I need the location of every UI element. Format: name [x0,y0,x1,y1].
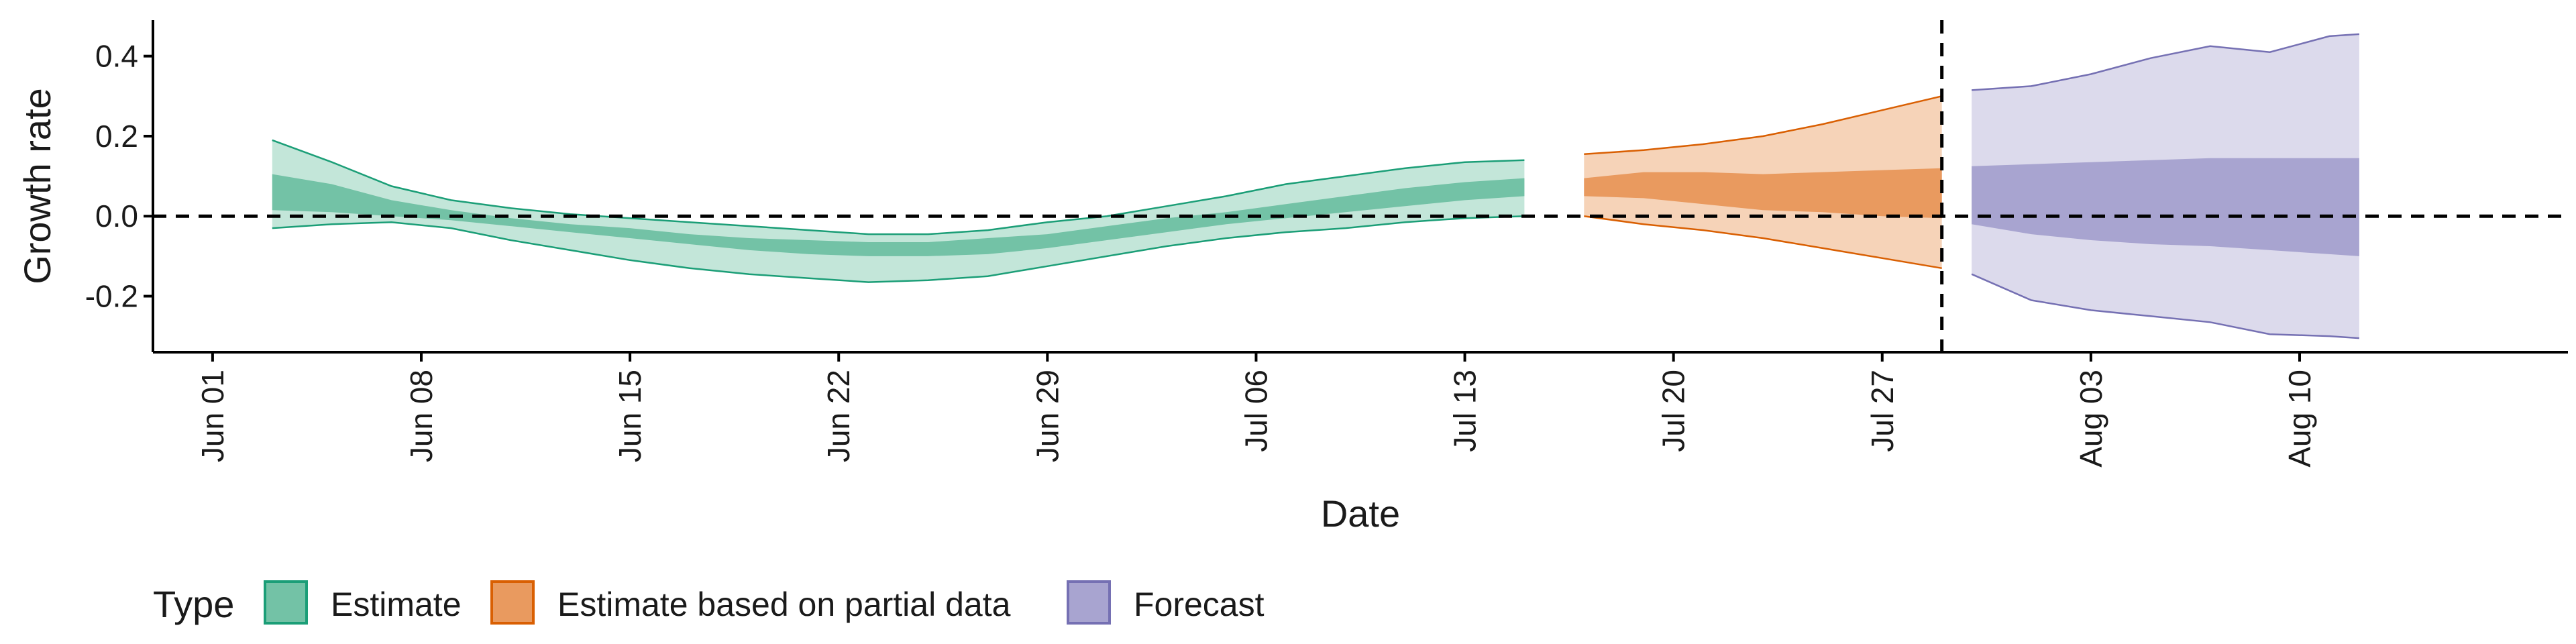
y-tick-label: 0.2 [95,119,138,154]
x-tick-label: Jun 01 [195,370,230,462]
y-tick-label: 0.0 [95,199,138,233]
x-tick-label: Jul 06 [1238,370,1273,452]
band-upper-edge-estimate-based-on-partial-data [1584,95,1942,156]
band-lower-edge-estimate [272,215,1525,283]
band-90-estimate [272,140,1525,282]
legend-label-estimate: Estimate [331,586,462,623]
reference-lines [153,20,2568,352]
y-tick-label: 0.4 [95,39,138,74]
series-forecast [1971,33,2359,339]
legend-label-forecast: Forecast [1134,586,1265,623]
series-estimate [272,139,1525,283]
legend-key-estimate-based-on-partial-data [490,580,535,625]
x-tick-label: Aug 10 [2282,370,2317,468]
band-50-forecast [1972,158,2359,256]
legend-title: Type [153,583,234,625]
band-lower-edge-estimate-based-on-partial-data [1584,215,1942,270]
legend-key-forecast [1067,580,1111,625]
x-tick-label: Aug 03 [2074,370,2108,468]
legend-key-estimate [264,580,308,625]
series-estimate-based-on-partial-data [1584,95,1942,270]
axes: -0.2 0.0 0.2 0.4 Jun 01 Jun 08 Jun 15 Jun 22 Jun… [85,20,2568,468]
x-tick-label: Jun 08 [404,370,439,462]
x-tick-label: Jun 15 [612,370,647,462]
series-bands [272,33,2359,339]
x-tick-label: Jul 27 [1865,370,1900,452]
x-axis-title: Date [1321,492,1400,535]
legend-label-estimate-based-on-partial-data: Estimate based on partial data [557,586,1011,623]
x-tick-label: Jul 20 [1656,370,1691,452]
band-50-estimate-based-on-partial-data [1584,168,1942,219]
x-tick-label: Jun 29 [1030,370,1065,462]
band-upper-edge-forecast [1972,33,2359,91]
x-tick-label: Jul 13 [1448,370,1483,452]
y-tick-label: -0.2 [85,279,138,314]
band-upper-edge-estimate [272,139,1525,235]
band-lower-edge-forecast [1971,273,2359,339]
x-tick-label: Jun 22 [821,370,856,462]
y-axis-title: Growth rate [16,88,58,284]
legend: Type Estimate Estimate based on partial d… [153,580,1265,625]
